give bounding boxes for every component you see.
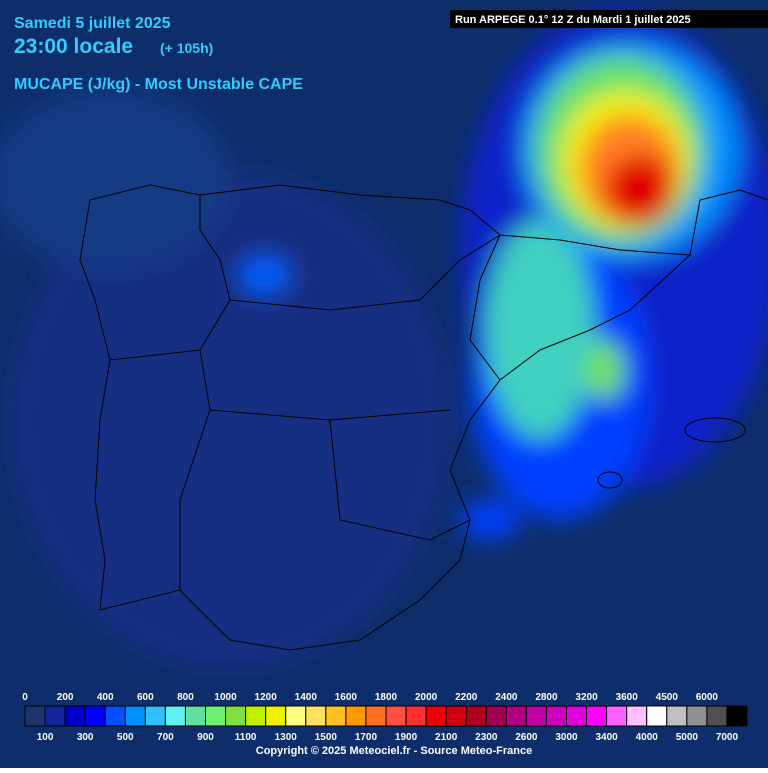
legend-label: 1200 <box>255 692 278 703</box>
field-name: MUCAPE (J/kg) - Most Unstable CAPE <box>14 76 303 93</box>
legend-label: 2100 <box>435 732 458 743</box>
legend-label: 1600 <box>335 692 358 703</box>
legend-band <box>0 686 768 768</box>
legend-swatch <box>44 705 66 727</box>
copyright: Copyright © 2025 Meteociel.fr - Source M… <box>256 745 532 757</box>
legend-label: 2200 <box>455 692 478 703</box>
legend-swatch <box>84 705 106 727</box>
legend-swatch <box>545 705 568 727</box>
legend: 0 200 400 600 800 1000 1200 1400 1600 1800 2000 220… <box>22 692 748 743</box>
legend-swatch <box>64 705 86 727</box>
legend-label: 300 <box>77 732 94 743</box>
legend-label: 6000 <box>696 692 719 703</box>
legend-label: 1700 <box>355 732 378 743</box>
legend-label: 700 <box>157 732 174 743</box>
legend-swatch <box>706 705 728 727</box>
legend-swatch <box>365 705 387 727</box>
legend-label: 100 <box>37 732 54 743</box>
legend-swatch <box>666 705 688 727</box>
legend-label: 1100 <box>235 732 257 743</box>
legend-swatch <box>385 705 407 727</box>
legend-swatch <box>184 705 206 727</box>
legend-swatch <box>586 705 608 727</box>
legend-label: 2600 <box>515 732 538 743</box>
legend-label: 2000 <box>415 692 438 703</box>
legend-label: 4000 <box>636 732 659 743</box>
legend-label: 1000 <box>214 692 237 703</box>
legend-label: 1300 <box>275 732 298 743</box>
legend-label: 1400 <box>295 692 318 703</box>
cape-field <box>0 10 768 670</box>
lead-time: (+ 105h) <box>160 40 213 56</box>
legend-label: 200 <box>57 692 74 703</box>
legend-swatch <box>465 705 487 727</box>
legend-label: 600 <box>137 692 154 703</box>
run-box <box>450 10 768 28</box>
legend-label: 800 <box>177 692 194 703</box>
legend-label: 3400 <box>595 732 618 743</box>
legend-swatch <box>104 705 126 727</box>
legend-label: 1900 <box>395 732 418 743</box>
legend-swatch <box>566 705 588 727</box>
legend-swatch <box>606 705 628 727</box>
legend-swatch <box>144 705 166 727</box>
legend-label: 3600 <box>616 692 639 703</box>
legend-swatch <box>485 705 507 727</box>
legend-label: 4500 <box>656 692 679 703</box>
legend-swatch <box>24 705 46 727</box>
legend-swatch <box>325 705 347 727</box>
legend-swatch <box>686 705 708 727</box>
legend-swatch <box>425 705 447 727</box>
legend-swatch <box>205 705 227 727</box>
legend-label: 1800 <box>375 692 398 703</box>
legend-label: 3200 <box>575 692 598 703</box>
legend-swatch <box>345 705 367 727</box>
legend-swatch <box>726 705 748 727</box>
time: 23:00 locale <box>14 35 133 58</box>
legend-swatch <box>626 705 648 727</box>
legend-swatch <box>525 705 547 727</box>
legend-label: 7000 <box>716 732 739 743</box>
legend-label: 2300 <box>475 732 498 743</box>
legend-label: 5000 <box>676 732 699 743</box>
legend-swatch <box>225 705 247 727</box>
legend-swatch <box>124 705 146 727</box>
legend-swatch <box>305 705 327 727</box>
legend-label: 400 <box>97 692 114 703</box>
legend-label: 2800 <box>535 692 558 703</box>
legend-label: 2400 <box>495 692 518 703</box>
legend-label: 3000 <box>555 732 578 743</box>
legend-swatch <box>245 705 267 727</box>
legend-swatch <box>445 705 467 727</box>
legend-label: 0 <box>22 692 28 703</box>
legend-label: 900 <box>197 732 214 743</box>
legend-swatch <box>285 705 307 727</box>
legend-label: 500 <box>117 732 134 743</box>
legend-label: 1500 <box>315 732 338 743</box>
legend-swatch <box>265 705 287 727</box>
date: Samedi 5 juillet 2025 <box>14 15 171 32</box>
legend-swatch <box>505 705 527 727</box>
legend-swatch <box>646 705 668 727</box>
run-info: Run ARPEGE 0.1° 12 Z du Mardi 1 juillet … <box>455 14 691 26</box>
borders <box>79 184 768 651</box>
legend-swatch <box>164 705 186 727</box>
legend-swatch <box>405 705 427 727</box>
